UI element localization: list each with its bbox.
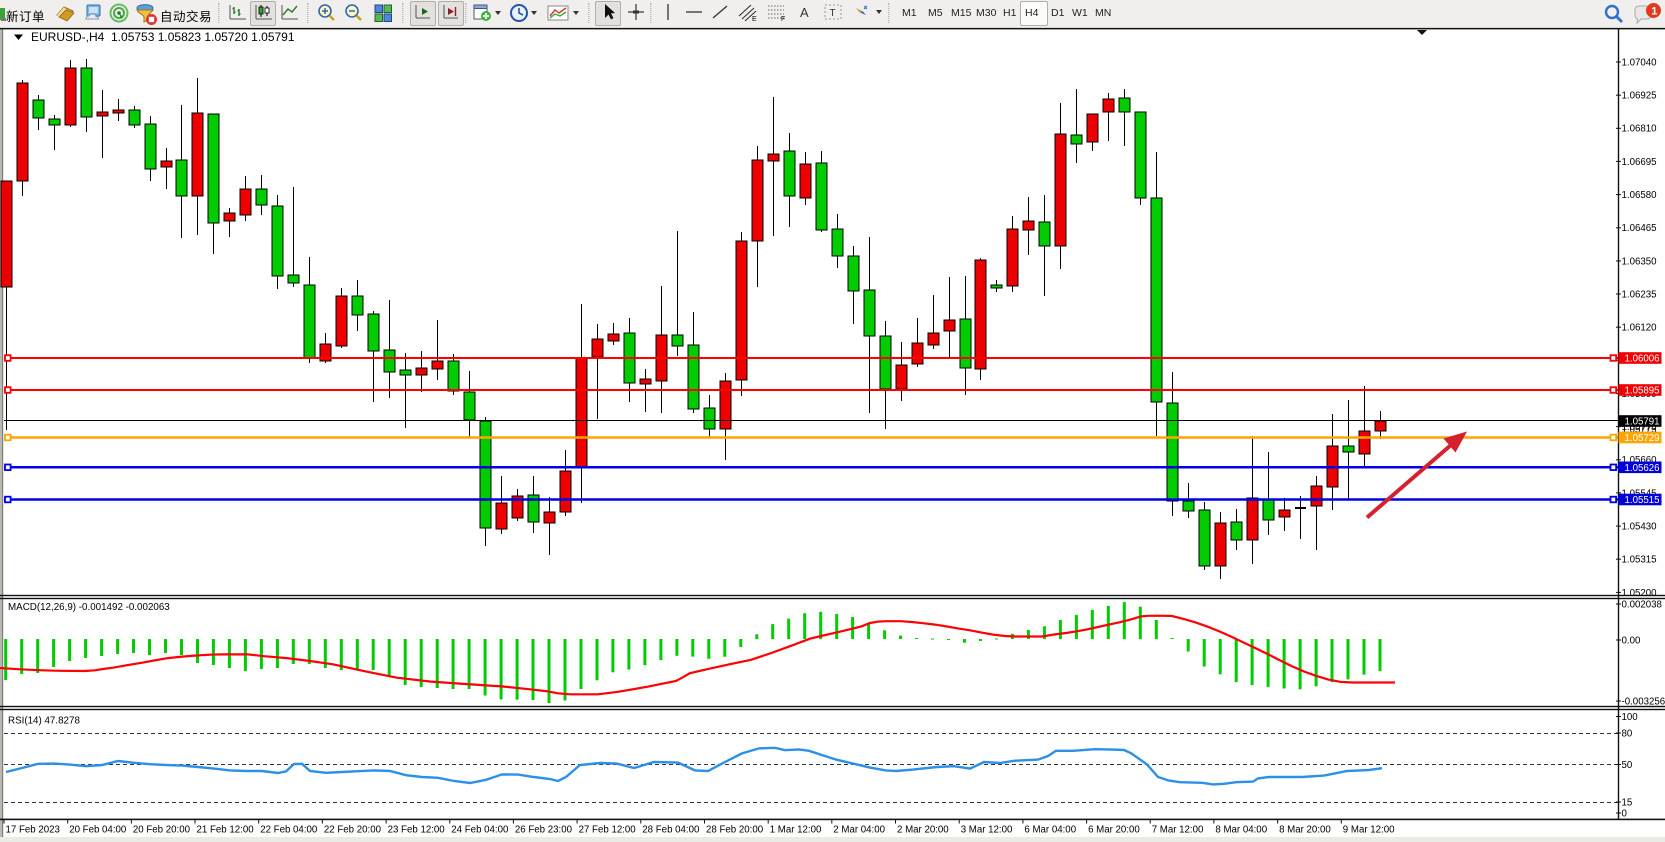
svg-text:8 Mar 04:00: 8 Mar 04:00 xyxy=(1215,825,1267,836)
svg-text:0.002038: 0.002038 xyxy=(1622,599,1662,610)
svg-text:1.05315: 1.05315 xyxy=(1622,555,1657,566)
svg-text:T: T xyxy=(830,8,836,19)
svg-text:22 Feb 04:00: 22 Feb 04:00 xyxy=(260,825,318,836)
svg-text:1.05895: 1.05895 xyxy=(1625,386,1660,397)
svg-text:RSI(14) 47.8278: RSI(14) 47.8278 xyxy=(8,716,80,727)
svg-text:1.05775: 1.05775 xyxy=(1622,424,1657,435)
svg-text:1.05775: 1.05775 xyxy=(1622,422,1657,433)
svg-text:20 Feb 04:00: 20 Feb 04:00 xyxy=(69,825,127,836)
svg-text:1.06695: 1.06695 xyxy=(1622,157,1657,168)
svg-text:0.00: 0.00 xyxy=(1622,635,1641,646)
svg-text:MACD(12,26,9) -0.001492 -0.002: MACD(12,26,9) -0.001492 -0.002063 xyxy=(8,602,170,613)
svg-text:22 Feb 20:00: 22 Feb 20:00 xyxy=(324,825,382,836)
svg-text:27 Feb 12:00: 27 Feb 12:00 xyxy=(579,825,637,836)
svg-text:26 Feb 23:00: 26 Feb 23:00 xyxy=(515,825,573,836)
svg-text:-0.003256: -0.003256 xyxy=(1622,696,1665,707)
svg-text:1: 1 xyxy=(1651,6,1657,18)
svg-text:100: 100 xyxy=(1622,712,1639,723)
svg-text:1.06810: 1.06810 xyxy=(1622,124,1658,135)
svg-text:3 Mar 12:00: 3 Mar 12:00 xyxy=(961,825,1013,836)
svg-text:1.05729: 1.05729 xyxy=(1625,433,1660,444)
svg-text:1.06235: 1.06235 xyxy=(1622,289,1657,300)
svg-text:50: 50 xyxy=(1622,760,1633,771)
svg-text:2 Mar 20:00: 2 Mar 20:00 xyxy=(897,825,949,836)
svg-text:1.06350: 1.06350 xyxy=(1622,256,1658,267)
svg-text:2 Mar 04:00: 2 Mar 04:00 xyxy=(833,825,885,836)
svg-text:20 Feb 20:00: 20 Feb 20:00 xyxy=(133,825,191,836)
svg-text:17 Feb 2023: 17 Feb 2023 xyxy=(6,825,60,836)
svg-text:80: 80 xyxy=(1622,728,1633,739)
svg-text:28 Feb 04:00: 28 Feb 04:00 xyxy=(642,825,700,836)
svg-text:1.06925: 1.06925 xyxy=(1622,91,1657,102)
svg-text:F: F xyxy=(781,16,785,22)
svg-text:6 Mar 04:00: 6 Mar 04:00 xyxy=(1024,825,1076,836)
svg-text:1.06006: 1.06006 xyxy=(1625,354,1660,365)
svg-text:1.05660: 1.05660 xyxy=(1622,455,1658,466)
svg-text:1.05430: 1.05430 xyxy=(1622,522,1658,533)
svg-text:1.06120: 1.06120 xyxy=(1622,323,1658,334)
svg-text:1 Mar 12:00: 1 Mar 12:00 xyxy=(770,825,822,836)
svg-text:1.05626: 1.05626 xyxy=(1625,463,1660,474)
svg-text:24 Feb 04:00: 24 Feb 04:00 xyxy=(451,825,509,836)
svg-text:15: 15 xyxy=(1622,797,1633,808)
svg-text:7 Mar 12:00: 7 Mar 12:00 xyxy=(1152,825,1204,836)
svg-text:1.05791: 1.05791 xyxy=(1625,417,1660,428)
svg-text:E: E xyxy=(752,16,757,22)
svg-text:8 Mar 20:00: 8 Mar 20:00 xyxy=(1279,825,1331,836)
svg-text:1.07040: 1.07040 xyxy=(1622,57,1658,68)
svg-text:21 Feb 12:00: 21 Feb 12:00 xyxy=(197,825,255,836)
svg-text:0: 0 xyxy=(1622,808,1628,819)
svg-text:6 Mar 20:00: 6 Mar 20:00 xyxy=(1088,825,1140,836)
svg-text:9 Mar 12:00: 9 Mar 12:00 xyxy=(1343,825,1395,836)
svg-text:1.05200: 1.05200 xyxy=(1622,588,1658,599)
svg-text:EURUSD-,H4 1.05753 1.05823 1.: EURUSD-,H4 1.05753 1.05823 1.05720 1.057… xyxy=(31,30,295,44)
svg-text:1.06580: 1.06580 xyxy=(1622,190,1658,201)
svg-text:1.05515: 1.05515 xyxy=(1625,495,1660,506)
svg-text:28 Feb 20:00: 28 Feb 20:00 xyxy=(706,825,764,836)
svg-text:1.06465: 1.06465 xyxy=(1622,223,1657,234)
svg-text:23 Feb 12:00: 23 Feb 12:00 xyxy=(388,825,446,836)
